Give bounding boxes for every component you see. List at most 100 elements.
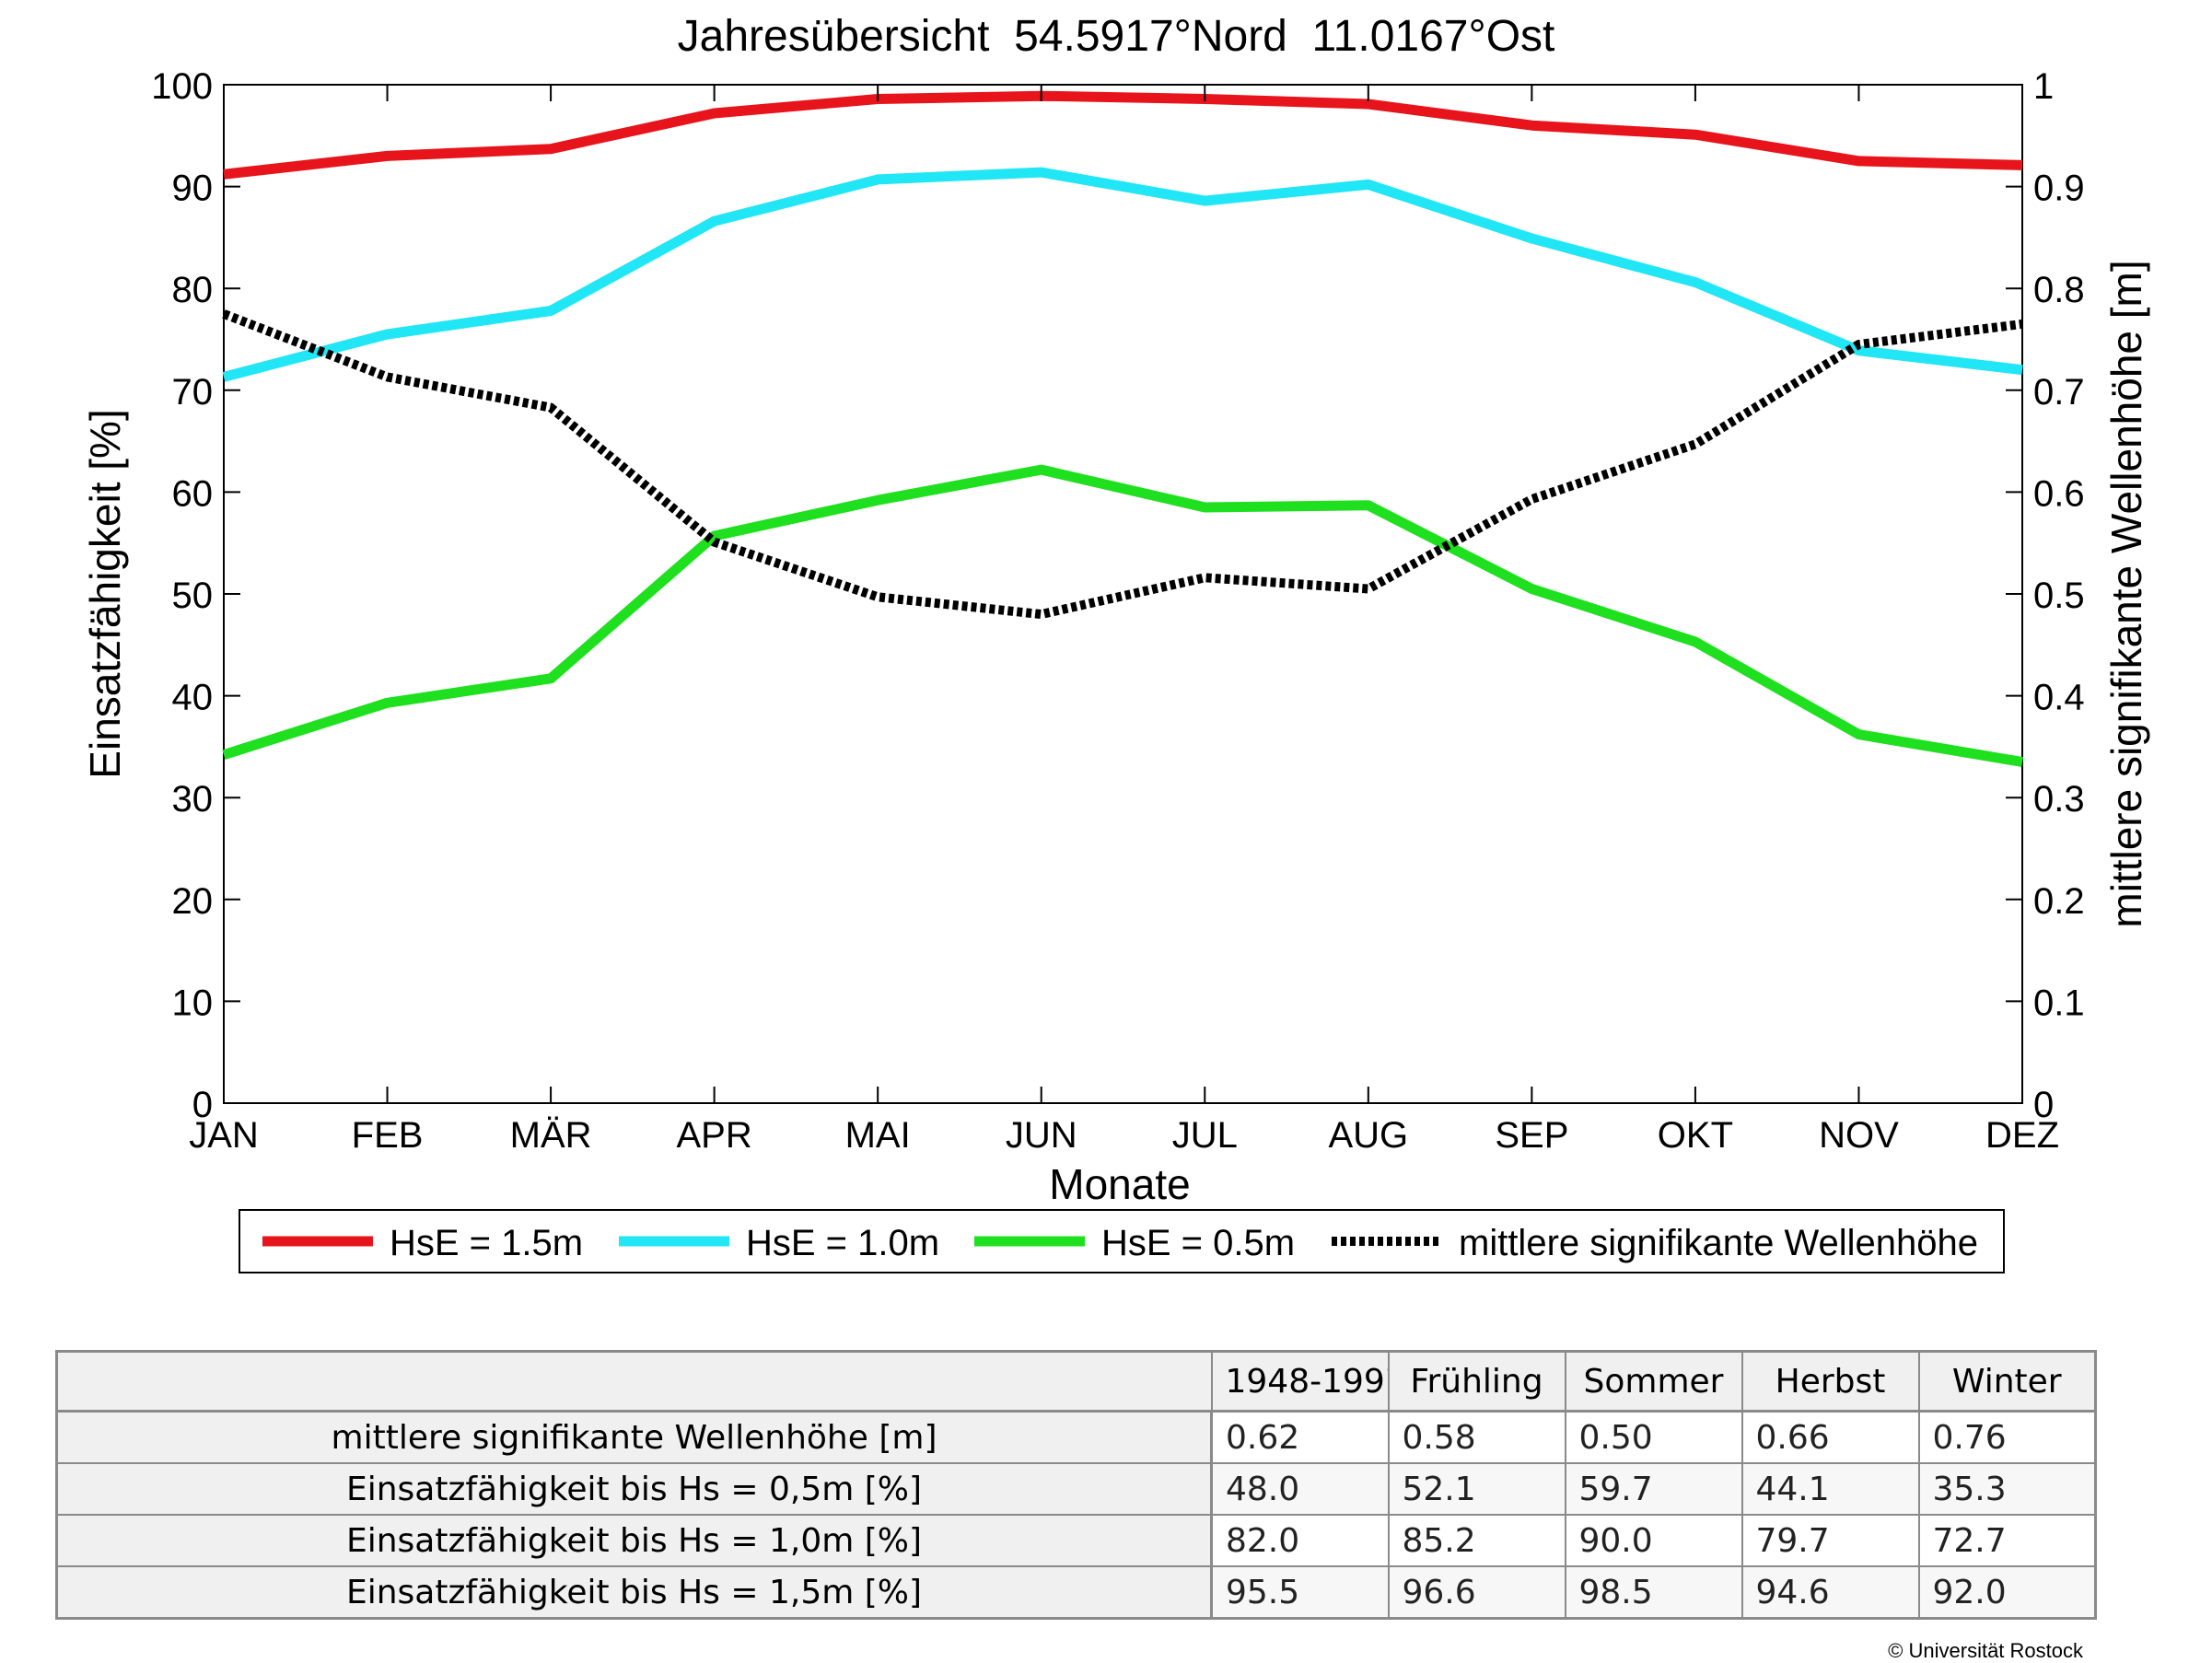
y-tick-label: 60 [172,473,214,514]
y2-axis-label: mittlere signifikante Wellenhöhe [m] [2102,260,2150,927]
y2-tick-label: 0.5 [2033,576,2085,616]
data-point [2021,323,2023,325]
y-tick-label: 10 [172,983,214,1023]
legend-label-3: mittlere signifikante Wellenhöhe [1459,1223,1978,1263]
chart-title: Jahresübersicht 54.5917°Nord 11.0167°Ost [678,12,1555,61]
row-label: Einsatzfähigkeit bis Hs = 0,5m [%] [55,1462,1213,1516]
x-tick-label: FEB [352,1115,424,1156]
x-tick-label: SEP [1495,1115,1568,1156]
data-point [2021,761,2023,762]
table-cell: 82.0 [1210,1514,1390,1567]
copyright-notice: © Universität Rostock [1888,1639,2083,1662]
legend-label-0: HsE = 1.5m [390,1223,583,1263]
series-line-0 [223,90,2023,180]
data-point [1204,506,1205,508]
data-point [223,173,225,175]
legend-label-1: HsE = 1.0m [746,1223,939,1263]
summary-table-container: 1948-1997 Frühling Sommer Herbst Winter … [55,1350,2097,1620]
table-cell: 48.0 [1210,1462,1390,1516]
table-cell: 0.62 [1210,1410,1390,1464]
data-point [1694,443,1696,445]
x-axis-label: Monate [1049,1160,1190,1208]
table-header-row: 1948-1997 Frühling Sommer Herbst Winter [55,1350,2097,1413]
y2-tick-label: 0.2 [2033,881,2085,922]
y2-tick-label: 0.8 [2033,270,2085,310]
summary-table: 1948-1997 Frühling Sommer Herbst Winter … [55,1350,2097,1620]
data-point [387,155,389,157]
x-tick-label: MÄR [510,1115,592,1156]
data-point [1694,282,1696,284]
data-point [1368,183,1369,185]
x-tick-label: JUL [1172,1115,1238,1156]
data-point [1041,171,1042,173]
data-point [2021,369,2023,371]
table-cell: 94.6 [1740,1565,1920,1620]
data-point [550,148,552,150]
x-tick-label: MAI [845,1115,911,1156]
y2-tick-label: 0.7 [2033,372,2085,413]
x-tick-label: APR [677,1115,752,1156]
data-point [2021,164,2023,166]
y-tick-label: 90 [172,169,214,209]
x-tick-label: OKT [1658,1115,1733,1156]
data-point [877,179,879,180]
data-point [1368,505,1369,506]
chart-legend: HsE = 1.5m HsE = 1.0m HsE = 0.5m mittlere s… [239,1209,2005,1273]
table-cell: 79.7 [1740,1514,1920,1567]
x-tick-label: JUN [1006,1115,1077,1156]
table-row: mittlere signifikante Wellenhöhe [m] 0.6… [55,1410,2097,1464]
y2-tick-label: 0.4 [2033,678,2085,718]
data-point [1204,200,1205,202]
data-point [1531,124,1532,126]
data-point [1368,103,1369,105]
x-tick-label: JAN [189,1115,259,1156]
data-point [387,702,389,704]
row-label: Einsatzfähigkeit bis Hs = 1,0m [%] [55,1514,1213,1567]
table-cell: 0.76 [1917,1410,2097,1464]
table-cell: 90.0 [1564,1514,1743,1567]
data-point [877,596,879,598]
data-point [1857,734,1859,736]
table-row: Einsatzfähigkeit bis Hs = 1,0m [%] 82.0 … [55,1514,2097,1567]
y-tick-label: 80 [172,270,214,310]
data-point [387,376,389,378]
series-line-3 [222,309,2023,620]
data-point [223,754,225,756]
data-point [550,678,552,680]
table-cell: 0.58 [1387,1410,1566,1464]
y-axis-label: Einsatzfähigkeit [%] [81,409,129,778]
y2-tick-label: 0 [2033,1085,2054,1125]
table-cell: 35.3 [1917,1462,2097,1516]
y2-tick-label: 1 [2033,66,2054,107]
y-tick-label: 0 [192,1085,213,1125]
data-point [223,376,225,378]
y2-tick-label: 0.3 [2033,779,2085,820]
table-cell: 52.1 [1387,1462,1566,1516]
y-tick-label: 100 [151,66,213,107]
row-label: Einsatzfähigkeit bis Hs = 1,5m [%] [55,1565,1213,1620]
data-point [1531,498,1532,500]
table-cell: 72.7 [1917,1514,2097,1567]
data-point [1857,343,1859,345]
data-point [714,220,716,222]
table-header-winter: Winter [1917,1350,2097,1413]
data-point [1694,134,1696,135]
table-header-period: 1948-1997 [1210,1350,1390,1413]
row-label: mittlere signifikante Wellenhöhe [m] [55,1410,1213,1464]
data-point [1041,613,1042,615]
table-header-spring: Frühling [1387,1350,1566,1413]
table-cell: 95.5 [1210,1565,1390,1620]
x-tick-label: AUG [1328,1115,1408,1156]
table-cell: 96.6 [1387,1565,1566,1620]
data-point [1204,576,1205,578]
data-point [877,499,879,501]
table-cell: 0.66 [1740,1410,1920,1464]
table-header-summer: Sommer [1564,1350,1743,1413]
y-tick-label: 70 [172,372,214,413]
y-tick-label: 40 [172,678,214,718]
annual-overview-chart: Jahresübersicht 54.5917°Nord 11.0167°Ost… [81,12,2150,1273]
x-tick-label: NOV [1819,1115,1899,1156]
data-point [714,535,716,537]
table-header-corner [55,1350,1213,1413]
y2-tick-label: 0.6 [2033,473,2085,514]
